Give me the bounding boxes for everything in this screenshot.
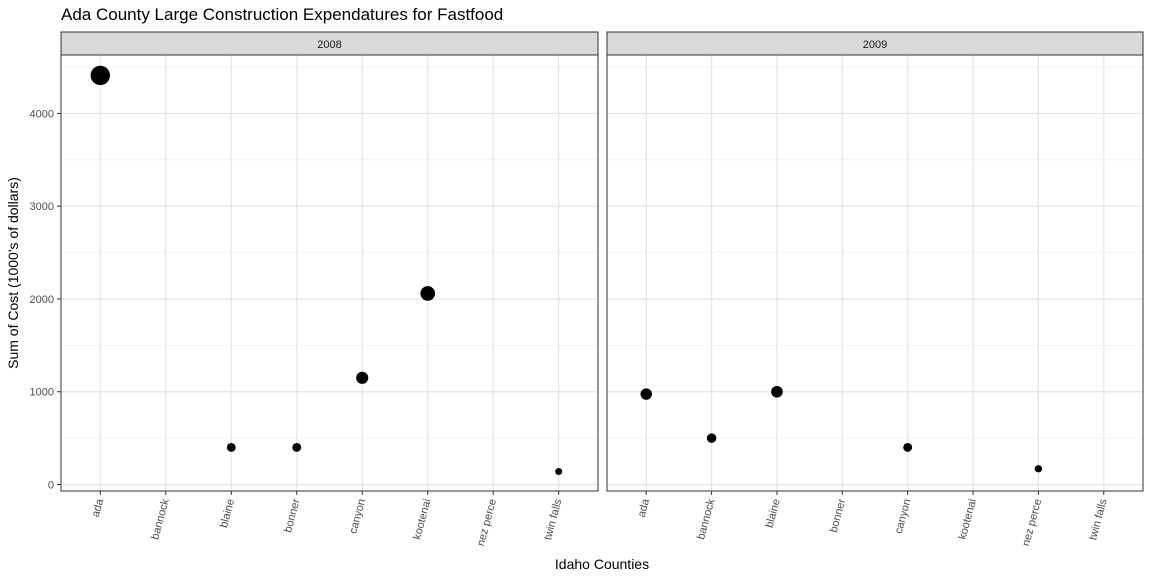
data-point xyxy=(640,388,652,400)
data-point xyxy=(706,433,717,443)
x-axis-title: Idaho Counties xyxy=(555,556,649,572)
x-tick-label: nez perce xyxy=(475,498,499,548)
x-tick-label: bannock xyxy=(695,497,717,541)
x-tick-label: kootenai xyxy=(411,498,433,541)
x-tick-label: blaine xyxy=(764,498,783,529)
x-tick-label: ada xyxy=(90,497,107,519)
data-point xyxy=(420,286,436,301)
x-tick-label: bonner xyxy=(282,497,303,534)
x-tick-label: bannock xyxy=(149,497,171,541)
y-tick-label: 1000 xyxy=(30,387,54,399)
y-axis-title: Sum of Cost (1000's of dollars) xyxy=(5,177,21,369)
x-tick-label: canyon xyxy=(893,498,914,535)
y-tick-label: 0 xyxy=(48,480,54,492)
x-tick-label: twin falls xyxy=(542,497,565,541)
panel-2008: 2008 ada bannock blaine bonner canyon kootenai… xyxy=(60,31,599,548)
x-tick-label: twin falls xyxy=(1087,497,1110,541)
panel-2009: 2009 ada bannock blaine bonner canyon kootenai… xyxy=(606,31,1144,548)
data-point xyxy=(555,467,563,476)
x-tick-label: nez perce xyxy=(1020,498,1044,548)
data-point xyxy=(226,442,236,452)
x-tick-label: bonner xyxy=(828,497,849,534)
y-tick-label: 3000 xyxy=(30,201,54,213)
panel-border xyxy=(60,54,599,492)
x-tick-label: canyon xyxy=(347,498,368,535)
data-point xyxy=(771,385,783,398)
panels: 0 1000 2000 3000 4000 2008 ada bannock blaine bon… xyxy=(30,31,1144,548)
y-tick-label: 2000 xyxy=(30,294,54,306)
data-point xyxy=(90,65,110,86)
strip-label: 2008 xyxy=(317,39,341,51)
data-point xyxy=(1034,465,1043,473)
chart-title: Ada County Large Construction Expendatur… xyxy=(61,5,503,24)
data-point xyxy=(903,442,913,452)
data-point xyxy=(292,442,302,452)
panel-border xyxy=(606,54,1144,492)
x-tick-label: ada xyxy=(636,497,653,519)
data-point xyxy=(356,371,369,384)
x-tick-label: kootenai xyxy=(957,498,979,541)
y-tick-label: 4000 xyxy=(30,108,54,120)
strip-label: 2009 xyxy=(863,39,887,51)
x-tick-label: blaine xyxy=(218,498,237,529)
